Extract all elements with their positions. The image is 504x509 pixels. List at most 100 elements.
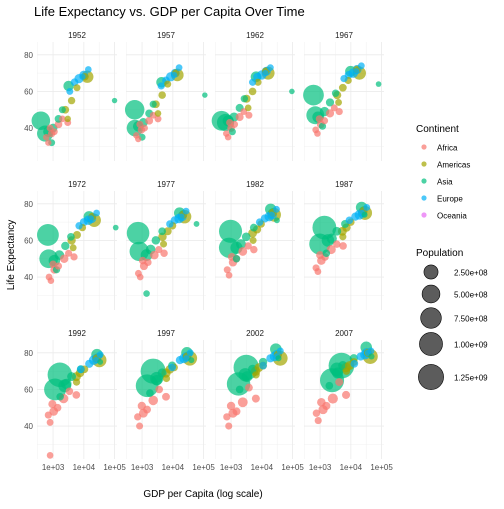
data-point-europe bbox=[87, 215, 95, 222]
y-tick-label: 60 bbox=[24, 87, 33, 96]
data-point-asia bbox=[325, 98, 335, 107]
facet-label-1962: 1962 bbox=[246, 31, 264, 40]
data-point-africa bbox=[160, 249, 168, 257]
facet-label-1987: 1987 bbox=[335, 180, 353, 189]
x-tick-label: 1e+03 bbox=[220, 463, 243, 472]
y-tick-label: 60 bbox=[24, 236, 33, 245]
data-point-asia bbox=[229, 112, 239, 122]
legend-label-africa: Africa bbox=[437, 144, 458, 153]
data-point-asia bbox=[146, 389, 154, 397]
data-point-asia bbox=[235, 385, 244, 394]
data-point-asia bbox=[240, 95, 248, 103]
color-legend-title: Continent bbox=[416, 124, 459, 135]
data-point-africa bbox=[335, 378, 344, 387]
data-point-americas bbox=[338, 83, 347, 92]
data-point-europe bbox=[357, 62, 365, 70]
data-point-europe bbox=[84, 66, 92, 73]
size-legend-title: Population bbox=[416, 248, 463, 259]
data-point-asia bbox=[151, 374, 163, 386]
data-point-americas bbox=[64, 115, 71, 123]
data-point-asia bbox=[275, 355, 282, 362]
facet-label-1952: 1952 bbox=[68, 31, 86, 40]
data-point-asia bbox=[126, 221, 150, 245]
data-point-europe bbox=[166, 220, 174, 228]
data-point-africa bbox=[43, 133, 50, 141]
legend-key-africa bbox=[421, 144, 427, 150]
data-point-europe bbox=[253, 72, 261, 81]
data-point-asia bbox=[332, 367, 344, 379]
data-point-africa bbox=[312, 409, 321, 417]
x-tick-label: 1e+05 bbox=[370, 463, 393, 472]
data-point-europe bbox=[351, 212, 360, 221]
legend-key-europe bbox=[421, 195, 427, 201]
data-point-africa bbox=[342, 390, 351, 399]
data-point-africa bbox=[244, 242, 252, 250]
data-point-asia bbox=[158, 227, 167, 236]
data-point-europe bbox=[75, 222, 83, 230]
legend-key-oceania bbox=[421, 212, 427, 218]
data-point-europe bbox=[363, 204, 371, 211]
data-point-asia bbox=[58, 106, 66, 114]
data-point-africa bbox=[136, 273, 144, 281]
data-point-europe bbox=[157, 82, 165, 90]
facet-panel-1962: 1962 bbox=[211, 31, 295, 161]
x-tick-label: 1e+03 bbox=[309, 463, 332, 472]
data-point-africa bbox=[314, 130, 321, 137]
data-point-africa bbox=[154, 115, 162, 123]
data-point-africa bbox=[141, 124, 148, 132]
data-point-americas bbox=[160, 240, 168, 248]
data-point-africa bbox=[65, 249, 73, 257]
data-point-africa bbox=[155, 385, 164, 394]
data-point-europe bbox=[353, 68, 360, 75]
data-point-asia bbox=[218, 219, 243, 243]
y-axis-label: Life Expectancy bbox=[6, 220, 17, 291]
data-point-europe bbox=[175, 64, 183, 71]
data-point-africa bbox=[335, 107, 343, 116]
y-tick-label: 80 bbox=[24, 200, 33, 209]
data-point-americas bbox=[249, 236, 257, 244]
data-point-africa bbox=[53, 403, 62, 412]
data-point-europe bbox=[266, 354, 275, 363]
size-legend-key bbox=[419, 332, 443, 356]
data-point-europe bbox=[267, 64, 274, 72]
data-point-europe bbox=[168, 363, 176, 372]
data-point-asia bbox=[97, 359, 104, 365]
data-point-asia bbox=[157, 368, 167, 378]
data-point-africa bbox=[231, 120, 239, 128]
data-point-asia bbox=[112, 224, 119, 231]
x-tick-label: 1e+03 bbox=[42, 463, 65, 472]
data-point-africa bbox=[47, 277, 55, 284]
facet-label-1977: 1977 bbox=[157, 180, 175, 189]
data-point-americas bbox=[254, 78, 262, 86]
data-point-africa bbox=[162, 392, 170, 401]
facet-panel-1997: 1997 1e+03 1e+04 1e+05 bbox=[126, 329, 215, 472]
data-point-asia bbox=[67, 372, 77, 382]
data-point-africa bbox=[330, 104, 338, 112]
data-point-africa bbox=[251, 394, 260, 403]
data-point-africa bbox=[44, 411, 52, 419]
data-point-africa bbox=[314, 416, 322, 425]
data-point-africa bbox=[46, 418, 54, 426]
x-axis-label: GDP per Capita (log scale) bbox=[143, 489, 262, 500]
data-point-americas bbox=[248, 87, 257, 96]
data-point-asia bbox=[111, 97, 118, 104]
data-point-asia bbox=[56, 392, 64, 401]
size-legend-key bbox=[420, 307, 442, 329]
data-point-asia bbox=[124, 99, 145, 120]
data-point-asia bbox=[143, 290, 150, 297]
facet-panel-1972: 1972 40 60 80 bbox=[24, 180, 119, 310]
data-point-europe bbox=[356, 352, 365, 361]
y-tick-label: 80 bbox=[24, 349, 33, 358]
data-point-americas bbox=[164, 80, 172, 88]
data-point-europe bbox=[259, 361, 267, 370]
data-point-europe bbox=[182, 207, 190, 215]
data-point-americas bbox=[163, 227, 172, 236]
data-point-africa bbox=[226, 401, 236, 411]
data-point-africa bbox=[70, 253, 78, 261]
data-point-asia bbox=[318, 122, 327, 130]
data-point-africa bbox=[244, 383, 253, 392]
facet-label-1997: 1997 bbox=[157, 329, 175, 338]
data-point-africa bbox=[321, 117, 329, 125]
data-point-africa bbox=[134, 413, 142, 421]
data-point-africa bbox=[150, 250, 159, 260]
